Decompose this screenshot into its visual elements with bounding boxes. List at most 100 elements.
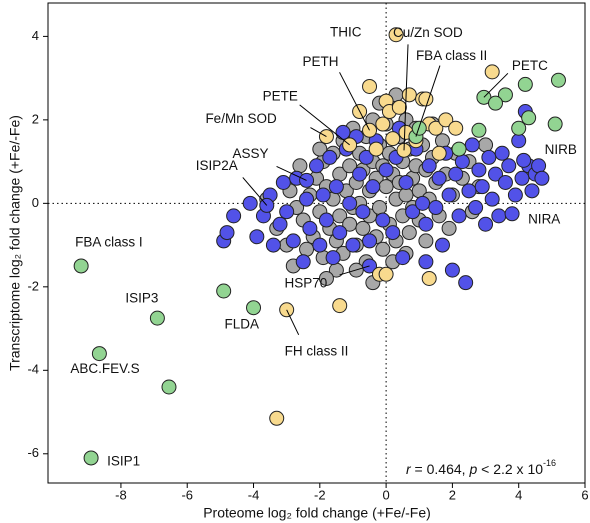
point	[375, 116, 391, 132]
point	[378, 179, 394, 195]
point-label: ASSY	[233, 146, 269, 161]
point	[355, 204, 371, 220]
point	[501, 158, 517, 174]
point	[362, 78, 378, 94]
point	[464, 137, 480, 153]
x-tick-label: 0	[382, 487, 389, 502]
point	[454, 154, 470, 170]
point-label: FLDA	[225, 316, 260, 331]
point	[401, 87, 417, 103]
point-label: ISIP3	[125, 291, 158, 306]
x-tick-label: -2	[314, 487, 326, 502]
point	[398, 174, 414, 190]
point	[418, 216, 434, 232]
plot-frame	[47, 2, 586, 484]
point	[355, 220, 371, 236]
point	[83, 450, 99, 466]
point	[448, 166, 464, 182]
point	[451, 208, 467, 224]
point	[531, 158, 547, 174]
point	[371, 200, 387, 216]
point	[385, 131, 401, 147]
point	[342, 158, 358, 174]
point	[448, 120, 464, 136]
point	[438, 112, 454, 128]
point-label: PETH	[303, 54, 339, 69]
point	[388, 27, 404, 43]
point	[517, 76, 533, 92]
point	[504, 206, 520, 222]
point	[451, 141, 467, 157]
point	[547, 116, 563, 132]
x-tick-label: 6	[581, 487, 588, 502]
point-label: Fe/Mn SOD	[205, 111, 277, 126]
point	[461, 183, 477, 199]
stat-exponent: -16	[543, 458, 556, 468]
point	[434, 133, 450, 149]
leader-line	[415, 65, 441, 137]
leader-line	[242, 177, 268, 206]
point	[494, 145, 510, 161]
point	[478, 216, 494, 232]
point	[246, 300, 262, 316]
point	[315, 187, 331, 203]
point	[398, 187, 414, 203]
point	[149, 310, 165, 326]
point	[312, 141, 328, 157]
x-tick-label: -4	[248, 487, 260, 502]
point	[471, 122, 487, 138]
point	[418, 233, 434, 249]
point	[342, 216, 358, 232]
point	[332, 225, 348, 241]
point	[295, 254, 311, 270]
stat-text: < 2.2 x 10	[477, 461, 543, 477]
point	[332, 208, 348, 224]
x-axis-label: Proteome log₂ fold change (+Fe/-Fe)	[203, 505, 431, 521]
point	[358, 149, 374, 165]
point	[318, 270, 334, 286]
leader-line	[286, 309, 300, 335]
point	[484, 191, 500, 207]
stat-annotation: r = 0.464, p < 2.2 x 10-16	[406, 458, 556, 476]
point	[299, 191, 315, 207]
x-tick-label: -6	[181, 487, 193, 502]
point	[484, 64, 500, 80]
point	[550, 72, 566, 88]
point	[511, 120, 527, 136]
point	[335, 124, 351, 140]
x-tick-label: 4	[515, 487, 522, 502]
point	[242, 195, 258, 211]
point	[534, 170, 550, 186]
point	[497, 174, 513, 190]
point	[328, 179, 344, 195]
point	[421, 158, 437, 174]
point	[375, 212, 391, 228]
point	[318, 212, 334, 228]
point	[322, 149, 338, 165]
point	[269, 410, 285, 426]
leader-line	[339, 265, 370, 276]
leader-line	[276, 165, 307, 181]
point	[292, 158, 308, 174]
point	[91, 346, 107, 362]
point	[395, 250, 411, 266]
point	[345, 237, 361, 253]
point	[431, 170, 447, 186]
point	[431, 145, 447, 161]
point	[478, 137, 494, 153]
point	[312, 237, 328, 253]
point	[309, 158, 324, 174]
point	[352, 166, 368, 182]
y-tick-label: 2	[32, 111, 39, 126]
point-label: FBA class II	[416, 48, 487, 63]
point	[405, 204, 421, 220]
point	[401, 225, 417, 241]
point	[249, 229, 265, 245]
point-label: ISIP1	[107, 454, 140, 469]
point	[362, 233, 378, 249]
point	[514, 170, 530, 186]
point	[378, 266, 394, 282]
point	[458, 275, 474, 291]
point	[265, 237, 281, 253]
stat-text: = 0.464,	[411, 461, 470, 477]
